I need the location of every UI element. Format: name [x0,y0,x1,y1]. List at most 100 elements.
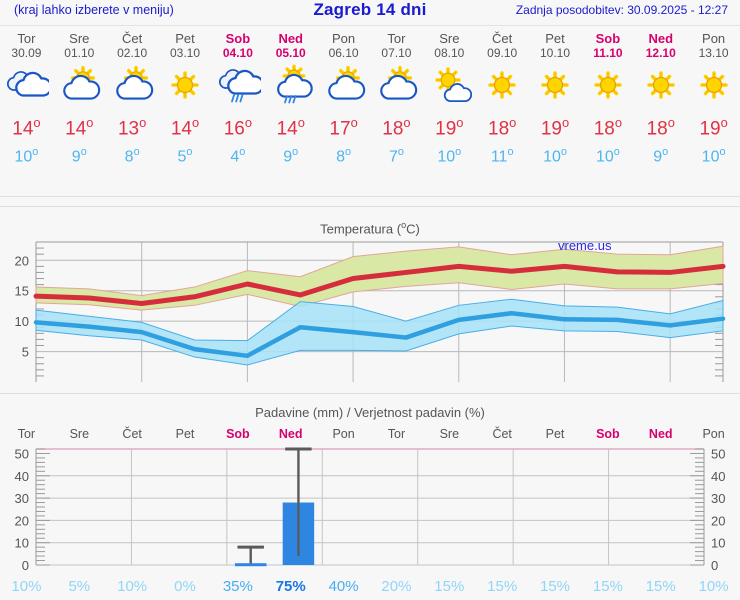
page-header: (kraj lahko izberete v meniju) Zagreb 14… [0,0,740,26]
day-name: Čet [122,31,143,46]
precip-day-label: Ned [648,427,673,441]
day-name: Tor [17,31,36,46]
day-max-temp: 14o [276,115,305,140]
precip-day-label: Čet [122,427,142,441]
day-min-temp: 10o [701,146,726,166]
day-date: 12.10 [645,46,676,60]
day-min-temp: 8o [124,146,140,166]
day-max-temp: 17o [329,115,358,140]
day-name: Sre [69,31,90,46]
section-divider-3 [0,393,740,394]
svg-text:0: 0 [22,558,29,573]
svg-text:50: 50 [15,446,29,461]
precip-probability: 15% [434,578,465,595]
sun-small-cloud-icon [426,64,473,106]
precip-probability: 10% [117,578,148,595]
day-column: Sre 08.10 19o 10o [423,28,476,168]
day-max-temp: 14o [170,115,200,140]
precip-day-label: Sre [439,427,460,441]
day-name: Pon [332,31,356,46]
header-divider [0,25,740,26]
day-max-temp: 14o [65,115,94,140]
svg-text:5: 5 [22,345,29,360]
svg-text:10: 10 [15,314,29,329]
day-max-temp: 18o [593,115,623,140]
precip-probability: 5% [68,578,91,595]
day-name: Sob [595,31,621,46]
day-min-temp: 9o [653,146,669,166]
day-date: 11.10 [593,46,623,60]
svg-text:20: 20 [15,513,29,528]
precip-day-label: Sre [69,427,90,441]
day-min-temp: 11o [490,146,514,166]
day-min-temp: 7o [388,146,404,166]
svg-text:10: 10 [711,536,725,551]
day-date: 08.10 [434,46,465,60]
day-column: Pon 06.10 17o 8o [317,28,370,168]
day-max-temp: 13o [117,115,147,140]
sun-cloud-icon [321,64,367,106]
temperature-degree-sup: o [401,220,407,230]
precip-day-label: Pon [702,427,725,441]
cloud-rain-icon [215,64,265,106]
day-name: Pet [545,31,565,46]
svg-text:30: 30 [15,491,29,506]
day-name: Pet [175,31,195,46]
precip-probability: 0% [174,578,196,595]
temperature-chart-title: Temperatura (oC) [0,220,740,236]
precip-probability: 15% [487,578,518,595]
day-column: Sob 04.10 16o 4o [211,28,265,168]
sun-cloud-icon [56,64,102,106]
precip-day-label: Pet [545,427,565,441]
precipitation-chart-title: Padavine (mm) / Verjetnost padavin (%) [255,405,485,420]
day-date: 05.10 [275,46,306,60]
day-date: 09.10 [487,46,518,60]
temperature-chart-title-tail: C) [406,221,420,237]
svg-text:20: 20 [15,253,29,268]
day-column: Sre 01.10 14o 9o [53,28,106,168]
day-max-temp: 16o [223,115,253,140]
section-divider-2 [0,206,740,207]
svg-text:30: 30 [711,491,725,506]
svg-text:0: 0 [711,558,718,573]
day-max-temp: 14o [12,115,41,140]
precipitation-chart: 0 0 10 10 20 20 30 30 40 40 50 50 [0,443,740,582]
day-column: Pon 13.10 19o 10o [687,28,740,168]
day-name: Čet [492,31,513,46]
day-date: 07.10 [381,46,412,60]
day-max-temp: 19o [699,115,728,140]
day-max-temp: 18o [488,115,517,140]
day-date: 13.10 [698,46,729,60]
day-column: Sob 11.10 18o 10o [581,28,634,168]
day-min-temp: 9o [283,146,299,166]
precip-probability: 40% [328,578,359,595]
day-column: Ned 12.10 18o 9o [634,28,687,168]
day-min-temp: 10o [437,146,462,166]
day-min-temp: 4o [230,146,246,166]
day-min-temp: 10o [595,146,620,166]
day-column: Tor 07.10 18o 7o [370,28,423,168]
day-max-temp: 19o [540,115,570,140]
svg-text:10: 10 [15,536,29,551]
day-column: Pet 10.10 19o 10o [529,28,582,168]
day-max-temp: 18o [646,115,675,140]
day-name: Ned [278,31,303,46]
temperature-chart-title-main: Temperatura ( [320,221,402,237]
day-min-temp: 8o [336,146,352,166]
day-date: 06.10 [328,46,359,60]
page-title: Zagreb 14 dni [313,0,427,19]
day-name: Ned [648,31,674,46]
day-min-temp: 10o [14,146,39,166]
watermark: vreme.us [558,238,612,253]
day-column: Čet 02.10 13o 8o [106,28,159,168]
day-name: Sob [225,31,251,46]
precip-probability: 35% [222,578,253,595]
day-min-temp: 5o [177,146,193,166]
precip-day-label: Pon [332,427,355,441]
day-date: 04.10 [222,46,253,60]
day-column: Pet 03.10 14o 5o [159,28,212,168]
sun-cloud-icon [109,64,155,106]
precip-probability: 20% [381,578,412,595]
precipitation-day-labels: Tor Sre Čet Pet Sob Ned Pon Tor Sre Čet Pet Sob Ned P… [0,427,740,441]
